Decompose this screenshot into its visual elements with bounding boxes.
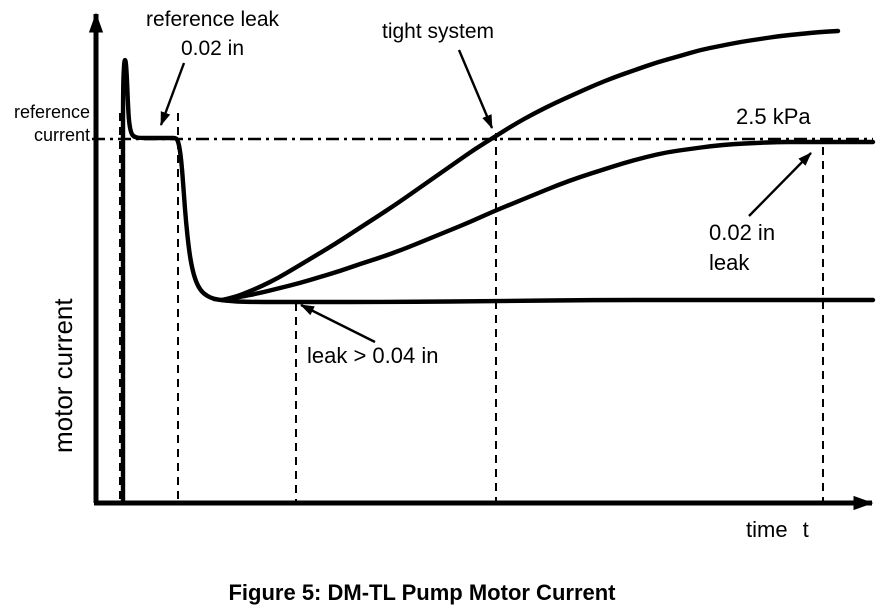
reference-current-line1: reference [13, 102, 90, 122]
annotation-004in-leak: leak > 0.04 in [307, 343, 439, 368]
y-axis-label: motor current [48, 298, 78, 454]
curve-leak-greater-than-0-04-in [211, 296, 876, 305]
annotation-tight-system: tight system [382, 20, 495, 43]
annotation-arrow-reference-leak-0-02-in [159, 62, 186, 126]
annotation-arrow-tight-system [457, 49, 494, 129]
annotation-arrow-0-02-in-leak [748, 152, 812, 217]
annotation-arrow-leak-0-04-in [300, 303, 376, 344]
annotation-pressure: 2.5 kPa [736, 104, 811, 129]
annotation-reference-leak: reference leak 0.02 in [125, 5, 300, 63]
reference-current-label: reference current [0, 101, 90, 147]
event-lines-group [119, 113, 824, 503]
curve-tight-system [219, 28, 841, 303]
x-axis-label: time t [746, 517, 809, 542]
curve-startup-transient-and-reference-measurement [120, 57, 225, 506]
curve-0-02-in-leak [219, 139, 876, 303]
annotation-reference-leak-line1: reference leak [145, 8, 280, 31]
annotation-002in-leak-line2: leak [709, 250, 750, 275]
annotation-reference-leak-line2: 0.02 in [180, 37, 245, 60]
curves-group [120, 28, 876, 506]
figure-caption: Figure 5: DM-TL Pump Motor Current [228, 580, 616, 605]
annotation-002in-leak: 0.02 in leak [709, 218, 775, 278]
reference-current-line2: current [33, 125, 90, 145]
annotation-002in-leak-line1: 0.02 in [709, 220, 776, 245]
annotation-arrows-group [159, 49, 812, 344]
